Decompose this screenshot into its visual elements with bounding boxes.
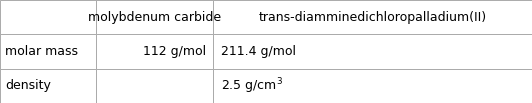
Bar: [0, 34, 96, 69]
Bar: [0, 0, 96, 34]
Bar: [96, 0, 213, 34]
Bar: [213, 0, 532, 34]
Text: 211.4 g/mol: 211.4 g/mol: [221, 45, 296, 58]
Bar: [213, 69, 532, 103]
Text: 112 g/mol: 112 g/mol: [143, 45, 206, 58]
Bar: [96, 34, 213, 69]
Text: molybdenum carbide: molybdenum carbide: [88, 11, 221, 24]
Text: density: density: [5, 79, 51, 92]
Text: trans-diamminedichloropalladium(II): trans-diamminedichloropalladium(II): [259, 11, 486, 24]
Text: molar mass: molar mass: [5, 45, 78, 58]
Bar: [96, 69, 213, 103]
Bar: [213, 34, 532, 69]
Bar: [0, 69, 96, 103]
Text: 2.5 g/cm$^3$: 2.5 g/cm$^3$: [221, 76, 283, 96]
